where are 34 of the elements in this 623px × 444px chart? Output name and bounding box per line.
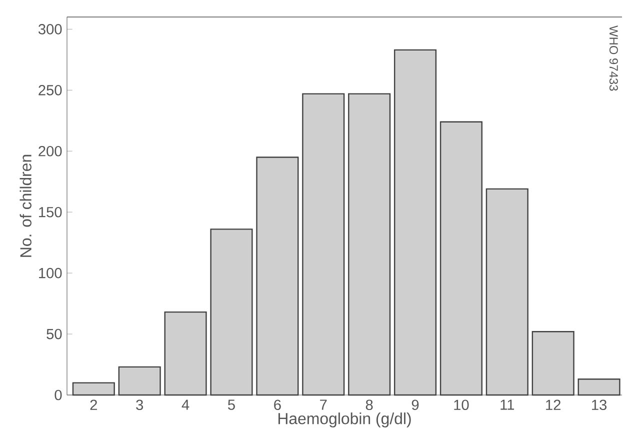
- y-tick-label: 50: [46, 328, 62, 340]
- x-tick-label: 6: [274, 400, 281, 410]
- x-tick-label: 10: [454, 400, 469, 410]
- y-tick-label: 0: [54, 390, 62, 400]
- y-tick-label: 250: [38, 85, 62, 96]
- x-axis-title: Haemoglobin (g/dl): [278, 412, 411, 428]
- x-tick-label: 11: [500, 400, 514, 410]
- x-tick-label: 9: [412, 400, 419, 410]
- bar: [348, 93, 391, 396]
- bar: [164, 311, 207, 396]
- x-tick-label: 2: [90, 400, 97, 410]
- x-tick-label: 3: [136, 400, 144, 410]
- x-tick-label: 8: [366, 400, 373, 410]
- bar: [72, 382, 115, 396]
- bar: [302, 93, 345, 396]
- bar: [578, 378, 620, 396]
- bar: [486, 188, 528, 396]
- x-tick-label: 12: [546, 400, 560, 410]
- x-tick-label: 7: [320, 400, 327, 410]
- y-tick-label: 300: [38, 24, 62, 34]
- bar: [532, 330, 574, 396]
- y-tick-label: 100: [39, 268, 62, 278]
- bar: [256, 156, 299, 396]
- bar: [440, 121, 482, 396]
- bar: [394, 49, 437, 396]
- x-tick-label: 5: [228, 400, 235, 410]
- x-tick-label: 13: [592, 400, 607, 410]
- bar: [210, 228, 253, 396]
- annotation: WHO 97433: [609, 26, 618, 91]
- y-axis-title: No. of children: [20, 154, 32, 257]
- x-tick-label: 4: [182, 400, 190, 410]
- y-tick-label: 200: [38, 146, 62, 156]
- bar: [118, 366, 161, 396]
- y-tick-label: 150: [39, 206, 62, 218]
